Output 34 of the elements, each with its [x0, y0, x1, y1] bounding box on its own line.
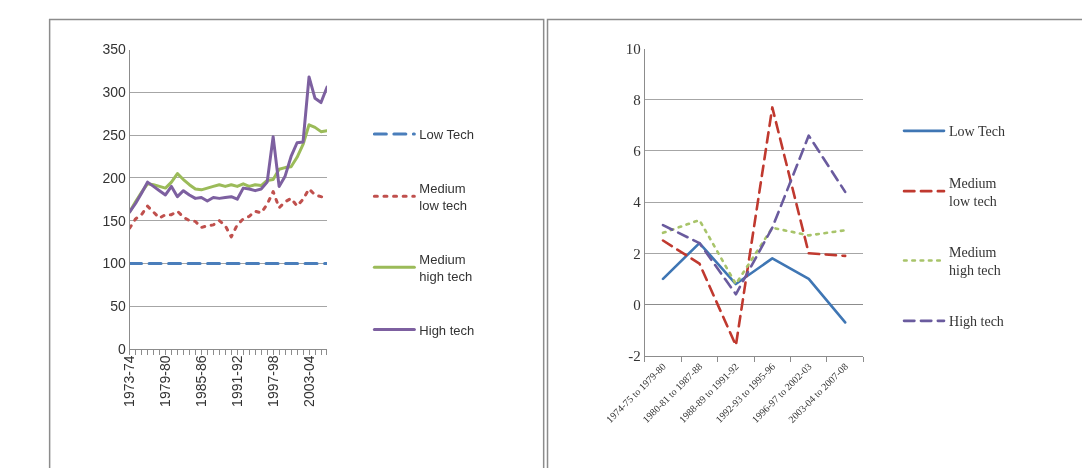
y-tick-label: 350: [102, 41, 126, 58]
y-tick-label: 150: [102, 212, 126, 229]
y-tick-label: 4: [633, 194, 642, 211]
legend-label: High tech: [949, 314, 1004, 330]
y-tick-label: 6: [633, 143, 642, 160]
legend-label: Low Tech: [419, 127, 475, 143]
line-series: [661, 134, 847, 296]
x-tick-label: 1985-86: [192, 355, 209, 407]
y-tick-label: 50: [110, 298, 126, 315]
legend-label: Low Tech: [949, 124, 1005, 140]
y-tick-label: 200: [102, 169, 126, 186]
legend-label: Medium low tech: [949, 175, 997, 209]
legend-label: High tech: [419, 322, 475, 338]
y-tick-label: 8: [633, 92, 641, 108]
legend-label: Medium high tech: [949, 244, 1001, 279]
legend-label: Medium high tech: [419, 251, 473, 284]
y-tick-label: 0: [633, 296, 641, 313]
y-tick-label: 2: [633, 245, 641, 262]
line-series: [661, 106, 847, 347]
x-tick-label: 1997-98: [264, 355, 281, 407]
y-tick-label: 100: [102, 255, 126, 272]
line-series: [129, 75, 327, 214]
y-tick-label: -2: [628, 347, 641, 364]
x-tick-label: 1979-80: [157, 355, 173, 407]
x-tick-label: 2003-04: [300, 355, 317, 407]
y-tick-label: 10: [625, 40, 641, 57]
x-tick-label: 1991-92: [228, 355, 245, 407]
line-series: [661, 241, 847, 324]
legend-label: Medium low tech: [419, 180, 468, 213]
line-series: [661, 218, 847, 286]
x-tick-label: 1973-74: [121, 355, 138, 407]
y-tick-label: 250: [102, 126, 126, 143]
y-tick-label: 0: [117, 340, 126, 357]
y-tick-label: 300: [102, 84, 126, 101]
